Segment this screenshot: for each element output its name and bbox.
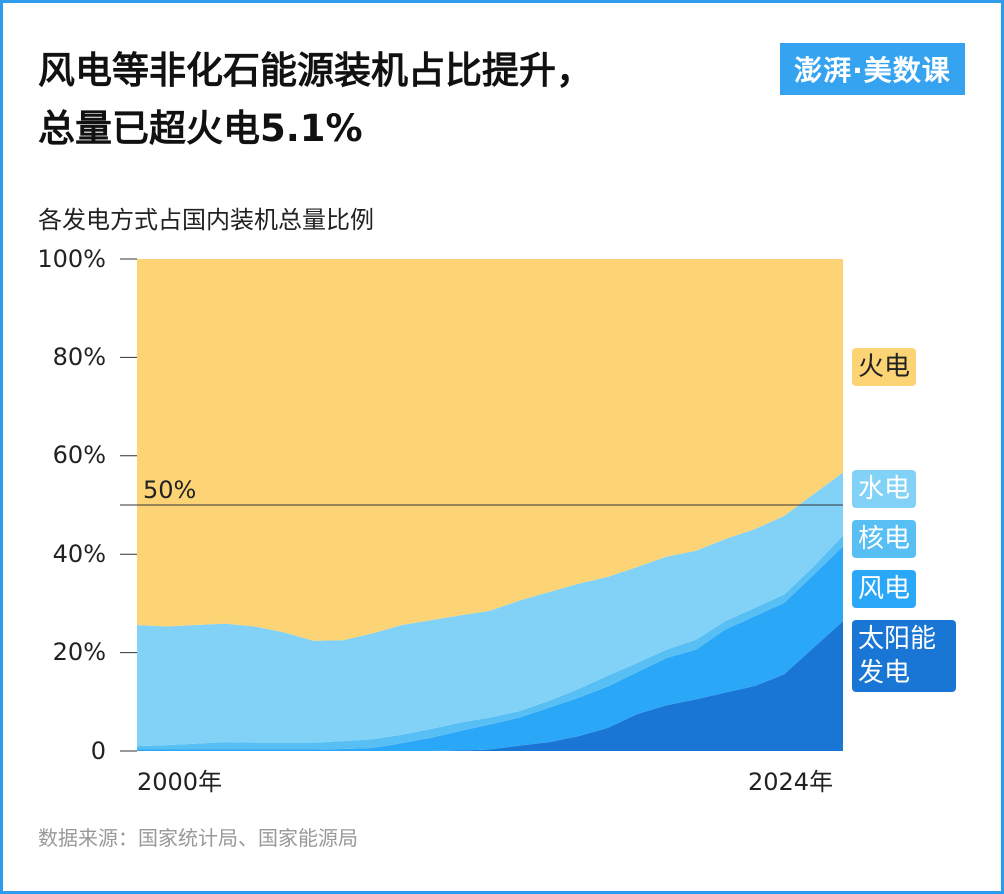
legend-thermal: 火电 [852, 348, 917, 386]
area-nuclear [137, 535, 843, 750]
title-line-1: 风电等非化石能源装机占比提升， [38, 49, 593, 92]
y-tick-80: 80% [52, 343, 106, 371]
legend-solar: 太阳能发电 [852, 620, 956, 692]
chart-title: 风电等非化石能源装机占比提升， 总量已超火电5.1% [38, 42, 593, 158]
area-hydro [137, 472, 843, 747]
y-tick-100: 100% [37, 245, 106, 273]
area-solar [137, 621, 843, 751]
legend-nuclear: 核电 [852, 520, 917, 558]
y-tick-60: 60% [52, 441, 106, 469]
reference-line-label: 50% [143, 476, 197, 504]
logo: 澎湃·美数课 [780, 43, 965, 95]
chart-subtitle: 各发电方式占国内装机总量比例 [38, 206, 374, 234]
data-source: 数据来源：国家统计局、国家能源局 [38, 826, 358, 850]
title-line-2: 总量已超火电5.1% [38, 107, 363, 150]
x-tick-2000: 2000年 [137, 768, 223, 796]
y-tick-0: 0 [90, 737, 106, 765]
area-wind [137, 546, 843, 751]
y-tick-20: 20% [52, 638, 106, 666]
legend-hydro: 水电 [852, 470, 917, 508]
legend-wind: 风电 [852, 570, 917, 608]
y-tick-40: 40% [52, 540, 106, 568]
area-thermal [137, 259, 843, 641]
x-tick-2024: 2024年 [748, 768, 834, 796]
